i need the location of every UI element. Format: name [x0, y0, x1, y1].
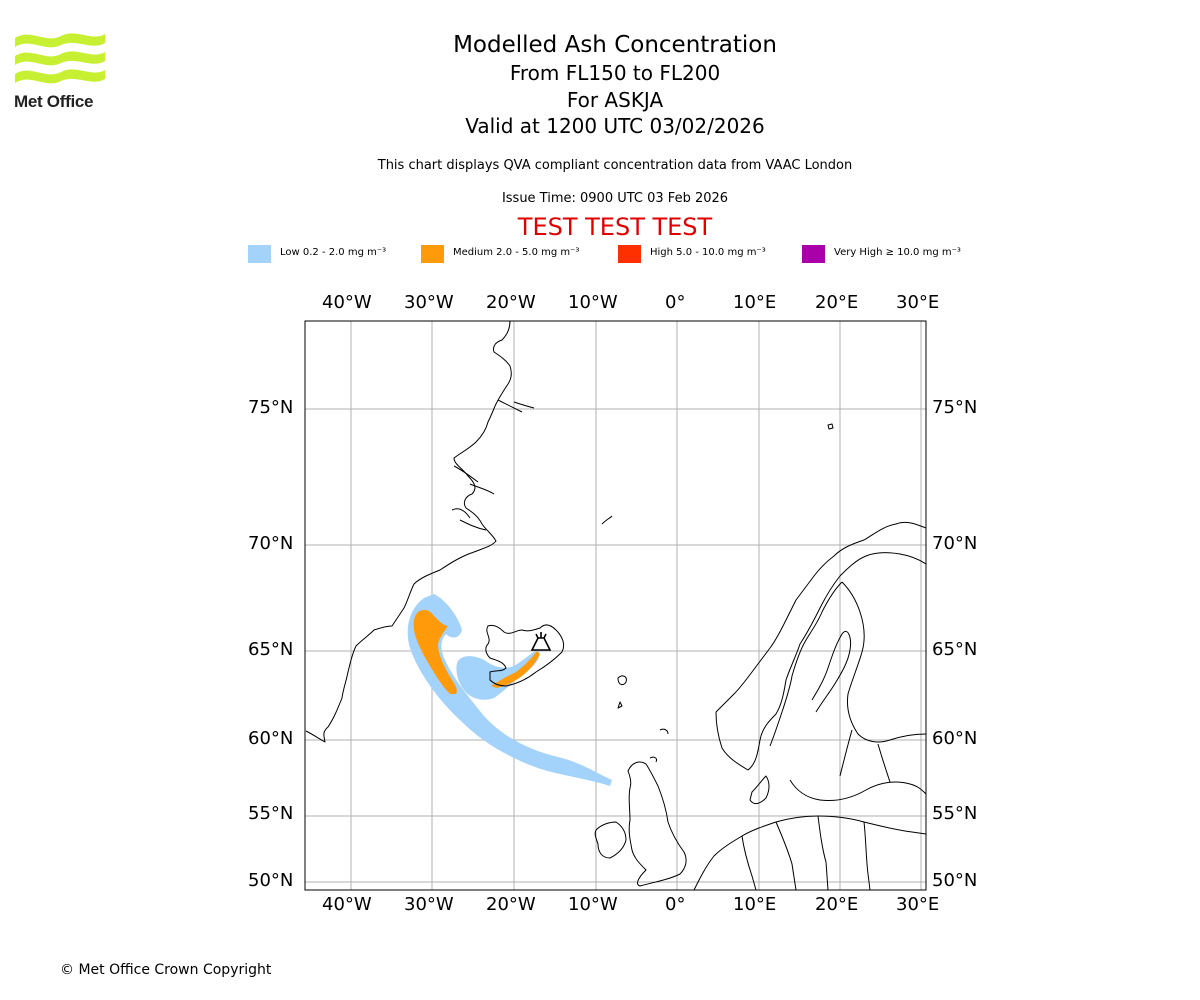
legend-swatch-high	[618, 245, 641, 263]
faroe-islands	[617, 675, 627, 709]
chart-description: This chart displays QVA compliant concen…	[377, 158, 853, 173]
scandinavia-inland	[715, 552, 926, 771]
denmark-baltic	[749, 775, 926, 805]
greenland-coast	[305, 321, 512, 743]
lon-label-top: 30°E	[896, 292, 940, 313]
lat-label-left: 55°N	[248, 803, 294, 824]
graticule	[305, 321, 926, 890]
met-office-waves-icon	[15, 33, 105, 84]
ash-medium-west	[413, 609, 457, 694]
jan-mayen	[601, 515, 613, 525]
logo-text: Met Office	[14, 92, 94, 111]
lat-label-right: 65°N	[932, 639, 978, 660]
svalbard-bear-island	[827, 423, 834, 430]
lat-label-left: 65°N	[248, 639, 294, 660]
lat-label-right: 75°N	[932, 397, 978, 418]
europe-borders	[741, 729, 891, 890]
lon-label-bottom: 20°E	[815, 894, 859, 915]
ash-low-plume-east	[456, 650, 540, 700]
lon-label-bottom: 10°E	[733, 894, 777, 915]
legend-label-very-high: Very High ≥ 10.0 mg m⁻³	[834, 247, 961, 258]
issue-time: Issue Time: 0900 UTC 03 Feb 2026	[501, 191, 729, 206]
lon-label-top: 40°W	[322, 292, 372, 313]
lon-label-bottom: 20°W	[486, 894, 536, 915]
lon-label-bottom: 0°	[665, 894, 686, 915]
lon-label-bottom: 40°W	[322, 894, 372, 915]
test-banner: TEST TEST TEST	[517, 213, 713, 241]
lat-label-right: 50°N	[932, 870, 978, 891]
lon-label-top: 0°	[665, 292, 686, 313]
chart-title: Modelled Ash Concentration	[453, 32, 777, 58]
valid-time: Valid at 1200 UTC 03/02/2026	[465, 114, 765, 138]
copyright: © Met Office Crown Copyright	[60, 962, 272, 978]
sweden-finland	[769, 581, 926, 747]
lat-label-left: 50°N	[248, 870, 294, 891]
lat-label-right: 60°N	[932, 728, 978, 749]
norway-coast	[715, 521, 926, 713]
lon-label-bottom: 10°W	[568, 894, 618, 915]
lon-label-top: 10°E	[733, 292, 777, 313]
coastlines	[305, 321, 926, 890]
legend-swatch-low	[248, 245, 271, 263]
legend-swatch-very-high	[802, 245, 825, 263]
flight-level-range: From FL150 to FL200	[509, 61, 721, 85]
lat-label-left: 75°N	[248, 397, 294, 418]
british-isles	[627, 761, 687, 887]
lon-label-top: 10°W	[568, 292, 618, 313]
ireland	[594, 821, 627, 859]
legend-label-high: High 5.0 - 10.0 mg m⁻³	[650, 247, 766, 258]
lon-label-top: 30°W	[404, 292, 454, 313]
continental-europe	[693, 815, 926, 890]
lon-label-bottom: 30°W	[404, 894, 454, 915]
met-office-logo: Met Office	[14, 30, 108, 112]
legend-label-medium: Medium 2.0 - 5.0 mg m⁻³	[453, 247, 580, 258]
lon-label-bottom: 30°E	[896, 894, 940, 915]
lat-label-left: 60°N	[248, 728, 294, 749]
gulf-of-bothnia	[811, 630, 851, 713]
title-block: Modelled Ash Concentration From FL150 to…	[300, 30, 930, 140]
lat-label-right: 55°N	[932, 803, 978, 824]
legend-swatch-medium	[421, 245, 444, 263]
ash-medium-east	[491, 651, 540, 688]
legend-label-low: Low 0.2 - 2.0 mg m⁻³	[280, 247, 387, 258]
iceland-coast	[485, 624, 565, 687]
lat-label-right: 70°N	[932, 533, 978, 554]
lon-label-top: 20°E	[815, 292, 859, 313]
volcano-name: For ASKJA	[566, 87, 664, 112]
lat-label-left: 70°N	[248, 533, 294, 554]
ash-medium	[413, 609, 540, 694]
greenland-fjords	[451, 399, 535, 531]
shetland-orkney	[649, 728, 669, 763]
lon-label-top: 20°W	[486, 292, 536, 313]
map-frame	[304, 320, 927, 891]
volcano-icon	[530, 632, 552, 651]
